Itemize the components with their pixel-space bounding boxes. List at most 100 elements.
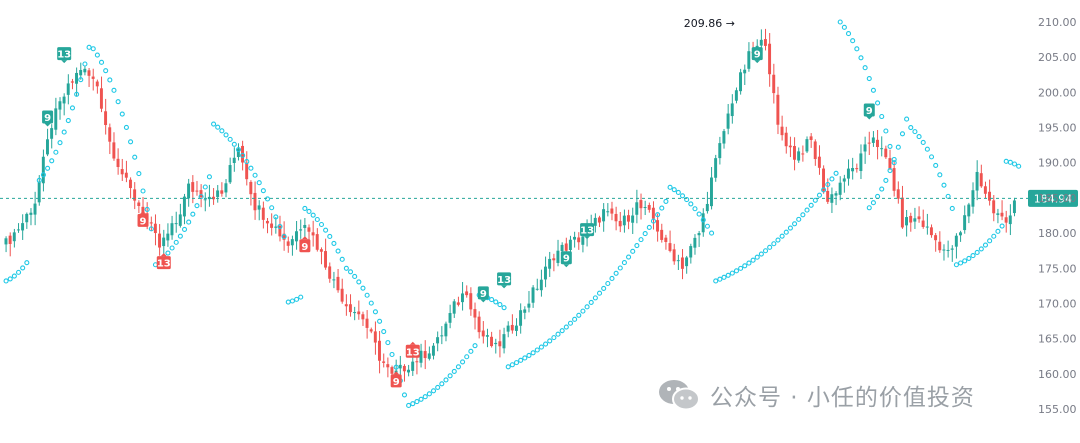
candle-body xyxy=(859,153,863,172)
sar-dot xyxy=(866,205,872,211)
sar-dot xyxy=(45,165,51,171)
candle-body xyxy=(452,301,456,314)
sar-dot xyxy=(144,206,150,212)
y-tick-label: 175.00 xyxy=(1038,262,1077,275)
sar-dot xyxy=(107,77,113,83)
sar-dot xyxy=(572,316,578,322)
sar-dot xyxy=(69,105,76,111)
sar-dot xyxy=(543,341,549,347)
sar-dot xyxy=(15,269,22,275)
sar-dot xyxy=(460,359,466,365)
candle-body xyxy=(622,215,626,226)
candle-body xyxy=(307,227,311,232)
candle-body xyxy=(867,142,871,144)
sar-dot xyxy=(858,55,864,61)
sar-dot xyxy=(792,221,798,227)
sar-dot xyxy=(235,147,242,153)
candle-body xyxy=(166,233,170,241)
y-tick-label: 210.00 xyxy=(1038,16,1077,29)
sar-dot xyxy=(430,388,437,394)
sar-dot xyxy=(90,46,96,52)
td-marker-box xyxy=(751,47,763,61)
sar-dot xyxy=(455,364,461,370)
candle-body xyxy=(423,351,427,359)
candle-body xyxy=(481,330,485,337)
sar-dot xyxy=(522,355,528,361)
candle-body xyxy=(913,218,917,222)
sar-dot xyxy=(559,328,565,334)
td-marker-label: 9 xyxy=(393,377,400,388)
sar-dot xyxy=(194,203,200,209)
sar-dot xyxy=(74,91,80,97)
sar-dot xyxy=(949,205,955,212)
candle-body xyxy=(415,361,419,363)
td-marker-pointer xyxy=(409,341,416,345)
sar-dot xyxy=(721,274,727,280)
sar-dot xyxy=(684,197,690,203)
candle-body xyxy=(440,335,444,337)
sar-dot xyxy=(596,290,603,296)
candle-body xyxy=(568,239,572,251)
sar-dot xyxy=(98,59,105,65)
sar-dot xyxy=(252,172,258,178)
candle-body xyxy=(361,314,365,320)
candle-body xyxy=(892,168,896,191)
candle-body xyxy=(79,69,83,76)
candle-body xyxy=(668,243,672,251)
candle-body xyxy=(606,211,610,213)
candle-body xyxy=(241,145,244,163)
candle-body xyxy=(8,235,12,244)
sar-dot xyxy=(418,396,424,402)
current-price-line: 184.94 xyxy=(0,189,1078,207)
sar-dot xyxy=(20,265,26,271)
sar-dot xyxy=(86,44,92,50)
watermark-text: 公众号 · 小任的价值投资 xyxy=(710,385,975,411)
candle-body xyxy=(369,329,373,332)
candle-body xyxy=(988,191,991,201)
sar-dot xyxy=(601,285,607,291)
sar-dot xyxy=(787,225,793,231)
sar-dot xyxy=(472,343,478,349)
sar-dot xyxy=(709,230,715,236)
sar-dot xyxy=(895,144,901,150)
candle-body xyxy=(336,276,340,291)
sar-dot xyxy=(841,24,847,30)
y-tick-label: 180.00 xyxy=(1038,227,1077,240)
td-marker-box xyxy=(57,47,72,61)
sar-dot xyxy=(202,184,208,190)
candle-body xyxy=(265,220,269,224)
sar-dot xyxy=(762,248,769,254)
sar-dot xyxy=(111,87,117,93)
candle-body xyxy=(365,318,369,328)
candle-body xyxy=(16,229,20,231)
td-marker-label: 9 xyxy=(480,289,487,300)
candle-body xyxy=(461,293,464,303)
sar-dot xyxy=(256,180,262,186)
sar-dot xyxy=(966,255,972,261)
sar-dot xyxy=(650,218,657,224)
sar-dot xyxy=(667,184,673,190)
candle-body xyxy=(54,108,58,130)
sar-dot xyxy=(779,233,785,239)
candle-body xyxy=(257,205,261,210)
td-marker-pointer xyxy=(501,285,508,289)
sar-dot xyxy=(136,171,142,177)
sar-dot xyxy=(982,242,989,248)
candle-body xyxy=(602,209,606,222)
sar-dot xyxy=(513,360,520,366)
sar-dot xyxy=(393,364,399,370)
candle-body xyxy=(763,39,767,46)
candle-body xyxy=(170,223,174,236)
td-sequential-markers: 13 9 9 13 9 9 13 9 13 9 13 9 9 xyxy=(42,47,875,388)
price-axis: 155.00 160.00 165.00 170.00 175.00 180.00 185.… xyxy=(1038,16,1077,416)
candle-body xyxy=(473,309,477,318)
candle-body xyxy=(37,181,41,203)
candle-body xyxy=(564,243,568,251)
candle-body xyxy=(228,165,232,183)
candle-body xyxy=(905,217,908,226)
candle-body xyxy=(407,369,410,373)
sar-dot xyxy=(891,160,897,166)
sar-dot xyxy=(248,165,254,171)
sar-dot xyxy=(783,229,789,235)
